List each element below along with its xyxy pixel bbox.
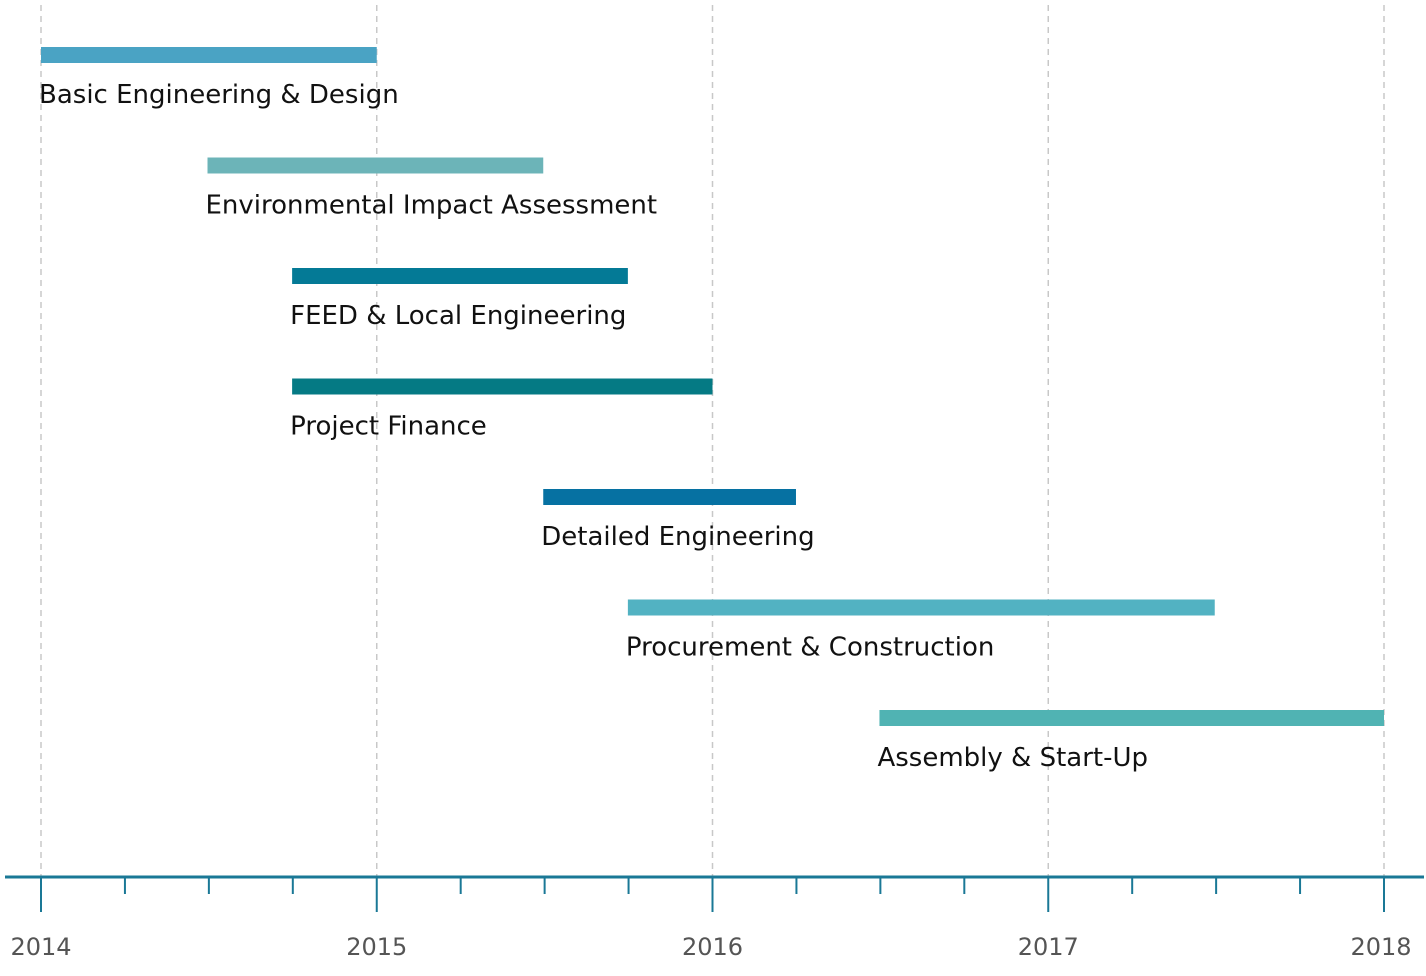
grid-lines xyxy=(40,5,1385,877)
task-bar xyxy=(292,268,628,284)
task-label: Detailed Engineering xyxy=(541,522,814,552)
task-label: Basic Engineering & Design xyxy=(39,80,399,110)
task-bar xyxy=(41,47,377,63)
task-bar xyxy=(627,599,1215,616)
x-tick-label: 2018 xyxy=(1350,933,1411,961)
task-labels: Basic Engineering & Design Environmental … xyxy=(39,80,1148,773)
x-axis: 2014 2015 2016 2017 2018 xyxy=(5,875,1424,961)
task-bars xyxy=(41,47,1384,726)
task-label: Project Finance xyxy=(290,412,487,442)
task-bar xyxy=(292,378,713,395)
task-label: Assembly & Start-Up xyxy=(877,743,1148,773)
task-label: FEED & Local Engineering xyxy=(290,301,626,331)
task-label: Procurement & Construction xyxy=(626,633,994,663)
task-bar xyxy=(543,489,796,505)
x-tick-label: 2016 xyxy=(682,933,743,961)
task-label: Environmental Impact Assessment xyxy=(205,191,657,221)
x-tick-label: 2017 xyxy=(1018,933,1079,961)
x-tick-label: 2014 xyxy=(10,933,71,961)
task-bar xyxy=(879,710,1384,726)
x-tick-label: 2015 xyxy=(346,933,407,961)
task-bar xyxy=(207,157,544,174)
